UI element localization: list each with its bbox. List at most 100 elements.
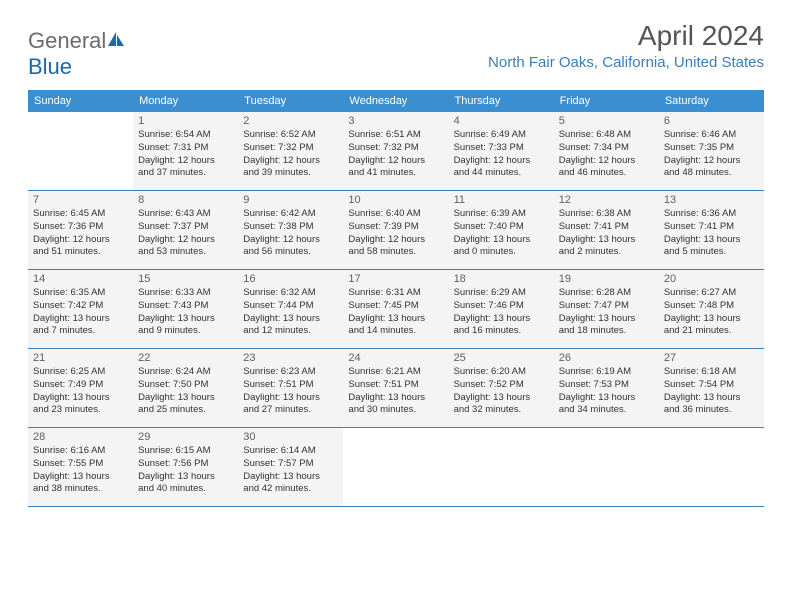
day-info: Sunrise: 6:23 AMSunset: 7:51 PMDaylight:… [243, 366, 338, 417]
day-line: Sunrise: 6:31 AM [348, 287, 443, 300]
day-line: Sunset: 7:54 PM [664, 379, 759, 392]
weekday-monday: Monday [133, 90, 238, 112]
day-info: Sunrise: 6:29 AMSunset: 7:46 PMDaylight:… [454, 287, 549, 338]
logo-part2: Blue [28, 54, 72, 79]
day-line: Sunrise: 6:45 AM [33, 208, 128, 221]
location: North Fair Oaks, California, United Stat… [488, 54, 764, 71]
day-number: 23 [243, 352, 338, 364]
day-info: Sunrise: 6:14 AMSunset: 7:57 PMDaylight:… [243, 445, 338, 496]
day-line: and 58 minutes. [348, 246, 443, 259]
day-info: Sunrise: 6:15 AMSunset: 7:56 PMDaylight:… [138, 445, 233, 496]
header: GeneralBlue April 2024 North Fair Oaks, … [28, 20, 764, 80]
day-info: Sunrise: 6:42 AMSunset: 7:38 PMDaylight:… [243, 208, 338, 259]
day-line: Sunset: 7:53 PM [559, 379, 654, 392]
day-cell: 3Sunrise: 6:51 AMSunset: 7:32 PMDaylight… [343, 112, 448, 190]
weekday-wednesday: Wednesday [343, 90, 448, 112]
day-info: Sunrise: 6:40 AMSunset: 7:39 PMDaylight:… [348, 208, 443, 259]
day-info: Sunrise: 6:54 AMSunset: 7:31 PMDaylight:… [138, 129, 233, 180]
day-cell: 19Sunrise: 6:28 AMSunset: 7:47 PMDayligh… [554, 270, 659, 348]
week-row: 28Sunrise: 6:16 AMSunset: 7:55 PMDayligh… [28, 428, 764, 507]
day-number: 22 [138, 352, 233, 364]
day-line: Sunrise: 6:43 AM [138, 208, 233, 221]
day-line: Daylight: 13 hours [559, 234, 654, 247]
day-info: Sunrise: 6:20 AMSunset: 7:52 PMDaylight:… [454, 366, 549, 417]
day-line: Daylight: 12 hours [33, 234, 128, 247]
day-line: Daylight: 13 hours [348, 313, 443, 326]
day-line: and 38 minutes. [33, 483, 128, 496]
day-line: Daylight: 12 hours [454, 155, 549, 168]
day-info: Sunrise: 6:48 AMSunset: 7:34 PMDaylight:… [559, 129, 654, 180]
day-number: 30 [243, 431, 338, 443]
day-line: Sunrise: 6:23 AM [243, 366, 338, 379]
week-row: 21Sunrise: 6:25 AMSunset: 7:49 PMDayligh… [28, 349, 764, 428]
day-line: Daylight: 13 hours [33, 313, 128, 326]
day-line: Sunset: 7:34 PM [559, 142, 654, 155]
day-number: 13 [664, 194, 759, 206]
day-line: Sunset: 7:41 PM [664, 221, 759, 234]
day-cell: 10Sunrise: 6:40 AMSunset: 7:39 PMDayligh… [343, 191, 448, 269]
day-info: Sunrise: 6:19 AMSunset: 7:53 PMDaylight:… [559, 366, 654, 417]
weeks-container: 1 Sunrise: 6:54 AMSunset: 7:31 PMDaylight… [28, 112, 764, 507]
day-cell: 21Sunrise: 6:25 AMSunset: 7:49 PMDayligh… [28, 349, 133, 427]
day-info: Sunrise: 6:25 AMSunset: 7:49 PMDaylight:… [33, 366, 128, 417]
day-line: Sunset: 7:36 PM [33, 221, 128, 234]
day-cell: 5 Sunrise: 6:48 AMSunset: 7:34 PMDaylight… [554, 112, 659, 190]
day-line: and 0 minutes. [454, 246, 549, 259]
day-line: and 40 minutes. [138, 483, 233, 496]
day-line: Daylight: 13 hours [664, 313, 759, 326]
day-info: Sunrise: 6:46 AMSunset: 7:35 PMDaylight:… [664, 129, 759, 180]
day-line: and 9 minutes. [138, 325, 233, 338]
logo: GeneralBlue [28, 28, 126, 80]
day-line: Sunset: 7:44 PM [243, 300, 338, 313]
day-number: 1 [138, 115, 233, 127]
day-cell: 26Sunrise: 6:19 AMSunset: 7:53 PMDayligh… [554, 349, 659, 427]
day-cell: 6 Sunrise: 6:46 AMSunset: 7:35 PMDaylight… [659, 112, 764, 190]
day-line: Sunrise: 6:32 AM [243, 287, 338, 300]
day-line: Daylight: 13 hours [138, 471, 233, 484]
week-row: 7Sunrise: 6:45 AMSunset: 7:36 PMDaylight… [28, 191, 764, 270]
day-line: Sunrise: 6:39 AM [454, 208, 549, 221]
day-number: 4 [454, 115, 549, 127]
day-number: 24 [348, 352, 443, 364]
day-number: 5 [559, 115, 654, 127]
day-line: and 39 minutes. [243, 167, 338, 180]
day-cell: 11Sunrise: 6:39 AMSunset: 7:40 PMDayligh… [449, 191, 554, 269]
day-cell: 1 Sunrise: 6:54 AMSunset: 7:31 PMDaylight… [133, 112, 238, 190]
day-line: Daylight: 13 hours [664, 234, 759, 247]
day-line: and 42 minutes. [243, 483, 338, 496]
day-cell: 18Sunrise: 6:29 AMSunset: 7:46 PMDayligh… [449, 270, 554, 348]
day-number: 25 [454, 352, 549, 364]
day-line: Sunrise: 6:52 AM [243, 129, 338, 142]
day-line: and 37 minutes. [138, 167, 233, 180]
day-line: Daylight: 13 hours [559, 392, 654, 405]
day-number: 14 [33, 273, 128, 285]
week-row: 1 Sunrise: 6:54 AMSunset: 7:31 PMDaylight… [28, 112, 764, 191]
day-info: Sunrise: 6:27 AMSunset: 7:48 PMDaylight:… [664, 287, 759, 338]
day-line: Sunset: 7:45 PM [348, 300, 443, 313]
day-number: 15 [138, 273, 233, 285]
day-line: Daylight: 12 hours [243, 234, 338, 247]
day-line: Sunset: 7:31 PM [138, 142, 233, 155]
day-line: and 32 minutes. [454, 404, 549, 417]
day-line: Sunset: 7:35 PM [664, 142, 759, 155]
day-cell: 23 Sunrise: 6:23 AMSunset: 7:51 PMDayligh… [238, 349, 343, 427]
day-line: Sunrise: 6:14 AM [243, 445, 338, 458]
day-line: Sunrise: 6:25 AM [33, 366, 128, 379]
week-row: 14Sunrise: 6:35 AMSunset: 7:42 PMDayligh… [28, 270, 764, 349]
day-line: Sunset: 7:50 PM [138, 379, 233, 392]
day-line: and 48 minutes. [664, 167, 759, 180]
day-info: Sunrise: 6:16 AMSunset: 7:55 PMDaylight:… [33, 445, 128, 496]
day-line: Daylight: 13 hours [243, 313, 338, 326]
day-number: 11 [454, 194, 549, 206]
day-number: 6 [664, 115, 759, 127]
weekday-tuesday: Tuesday [238, 90, 343, 112]
day-line: Sunrise: 6:27 AM [664, 287, 759, 300]
day-info: Sunrise: 6:31 AMSunset: 7:45 PMDaylight:… [348, 287, 443, 338]
calendar: Sunday Monday Tuesday Wednesday Thursday… [28, 90, 764, 507]
day-info: Sunrise: 6:18 AMSunset: 7:54 PMDaylight:… [664, 366, 759, 417]
day-cell: 28Sunrise: 6:16 AMSunset: 7:55 PMDayligh… [28, 428, 133, 506]
day-line: Sunset: 7:42 PM [33, 300, 128, 313]
day-line: Daylight: 13 hours [138, 392, 233, 405]
day-line: Sunset: 7:56 PM [138, 458, 233, 471]
day-line: Sunrise: 6:40 AM [348, 208, 443, 221]
